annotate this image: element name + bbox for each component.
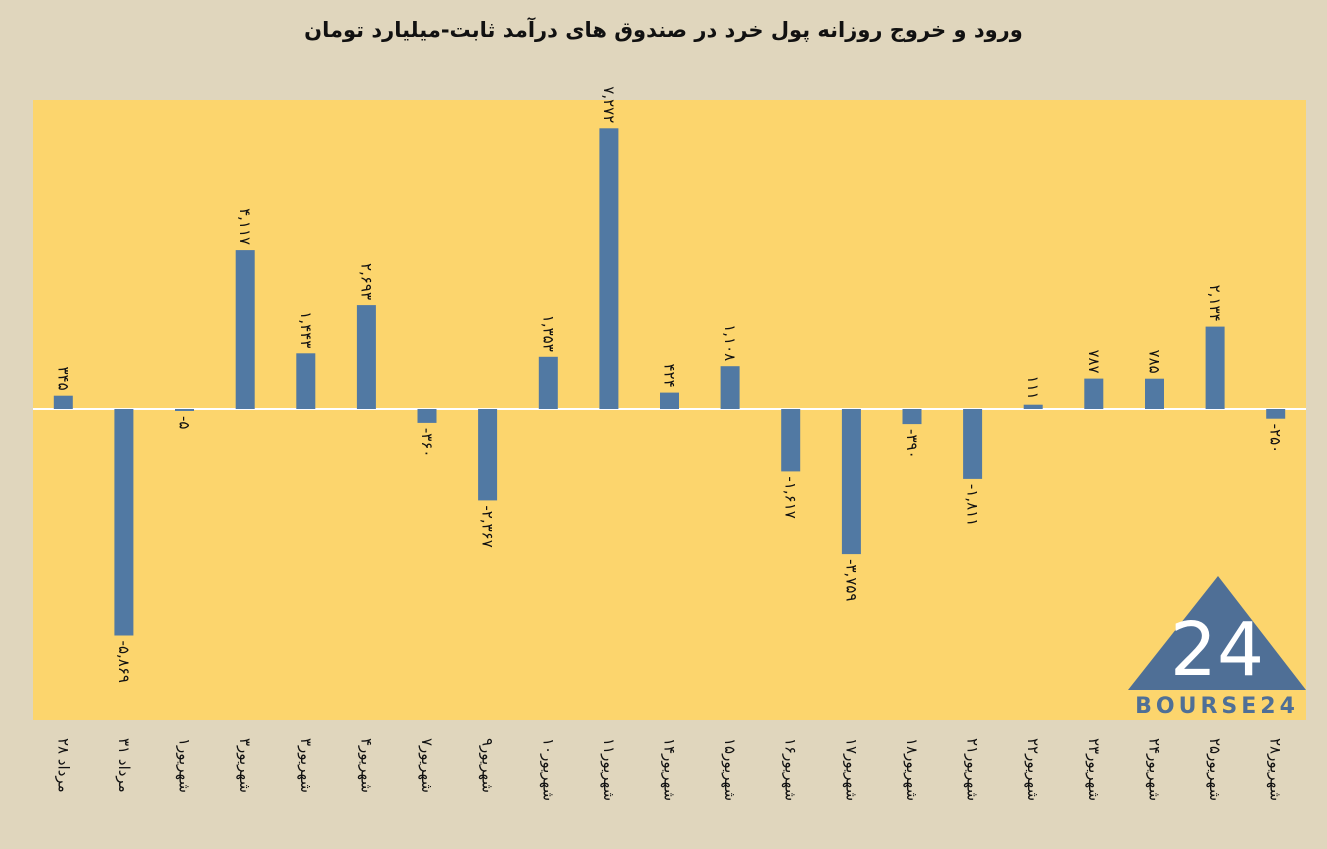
x-tick-label: ۹شهریور: [479, 738, 497, 793]
data-label: -۵,۸۶۹: [115, 641, 133, 683]
x-tick-label: ۳۱ مرداد: [115, 738, 133, 793]
data-label: -۳,۷۵۹: [842, 559, 860, 601]
data-label: ۱,۴۴۳: [297, 311, 315, 348]
x-tick-label: ۱۵شهریور: [721, 738, 739, 801]
bar: [781, 409, 801, 472]
bar: [720, 366, 740, 409]
x-tick-label: ۴شهریور: [357, 738, 375, 793]
bar: [296, 353, 316, 409]
bar: [1266, 409, 1286, 419]
bar: [1084, 378, 1104, 409]
data-label: ۷,۲۷۲: [600, 86, 618, 123]
x-tick-label: ۲۸شهریور: [1267, 738, 1285, 801]
bar: [660, 392, 679, 409]
x-tick-label: ۱۶شهریور: [782, 738, 800, 801]
logo-mark: 24: [1170, 607, 1264, 693]
data-label: -۱,۶۱۷: [782, 476, 800, 518]
x-tick-label: ۲۸ مرداد: [54, 738, 72, 793]
bar: [963, 409, 983, 479]
data-label: ۲,۶۹۳: [357, 263, 375, 300]
logo-text: BOURSE24: [1135, 694, 1299, 719]
x-tick-label: ۱۷شهریور: [842, 738, 860, 801]
bar: [538, 356, 558, 409]
data-label: -۳۶۰: [418, 428, 436, 458]
bar: [114, 409, 134, 636]
x-tick-label: ۱۴شهریور: [661, 738, 679, 801]
x-tick-label: ۱۱شهریور: [600, 738, 618, 801]
data-label: ۴,۱۱۷: [236, 208, 254, 245]
data-label: -۱,۸۱۱: [964, 484, 982, 526]
x-tick-label: ۱شهریور: [176, 738, 194, 793]
bar: [599, 128, 619, 410]
bar: [356, 305, 376, 409]
bar: [235, 250, 255, 409]
bar: [902, 409, 922, 425]
x-tick-label: ۳شهریور: [297, 738, 315, 793]
data-label: ۲,۱۳۴: [1206, 285, 1224, 322]
x-tick-label: ۲۲شهریور: [1024, 738, 1042, 801]
x-tick-label: ۲۴شهریور: [1145, 738, 1163, 801]
bar: [417, 409, 437, 423]
logo-triangle: [1128, 576, 1306, 690]
chart-title: ورود و خروج روزانه پول خرد در صندوق های …: [304, 18, 1023, 42]
data-label: -۲,۳۶۷: [479, 505, 497, 547]
data-label: ۱,۱۰۸: [721, 324, 739, 361]
data-label: ۴۲۴: [661, 363, 679, 387]
bars-layer: ۳۴۵ ۲۸ مرداد -۵,۸۶۹ ۳۱ مرداد -۵ ۱شهریور ۴,۱۱۷ ۳…: [33, 86, 1306, 801]
data-label: ۱,۳۵۳: [539, 315, 557, 352]
data-label: ۱۱۱: [1024, 376, 1042, 400]
x-tick-label: ۱۸شهریور: [903, 738, 921, 801]
x-tick-label: ۱۰شهریور: [539, 738, 557, 801]
bar: [175, 409, 194, 411]
x-tick-label: ۳شهریور: [236, 738, 254, 793]
bar: [1205, 326, 1225, 409]
x-tick-label: ۷شهریور: [418, 738, 436, 793]
data-label: -۵: [176, 416, 194, 429]
bar: [841, 409, 861, 555]
data-label: ۷۸۷: [1085, 349, 1103, 373]
bar: [1145, 378, 1164, 409]
x-tick-label: ۲۱شهریور: [964, 738, 982, 801]
data-label: ۳۴۵: [54, 367, 72, 391]
data-label: -۳۹۰: [903, 429, 921, 459]
bar: [1023, 404, 1043, 409]
bar: [478, 409, 498, 501]
data-label: -۲۵۰: [1267, 424, 1285, 454]
x-tick-label: ۲۵شهریور: [1206, 738, 1224, 801]
x-tick-label: ۲۳شهریور: [1085, 738, 1103, 801]
bar: [53, 395, 73, 409]
data-label: ۷۸۵: [1145, 350, 1163, 374]
bourse24-logo: 24 BOURSE24: [1128, 576, 1306, 719]
